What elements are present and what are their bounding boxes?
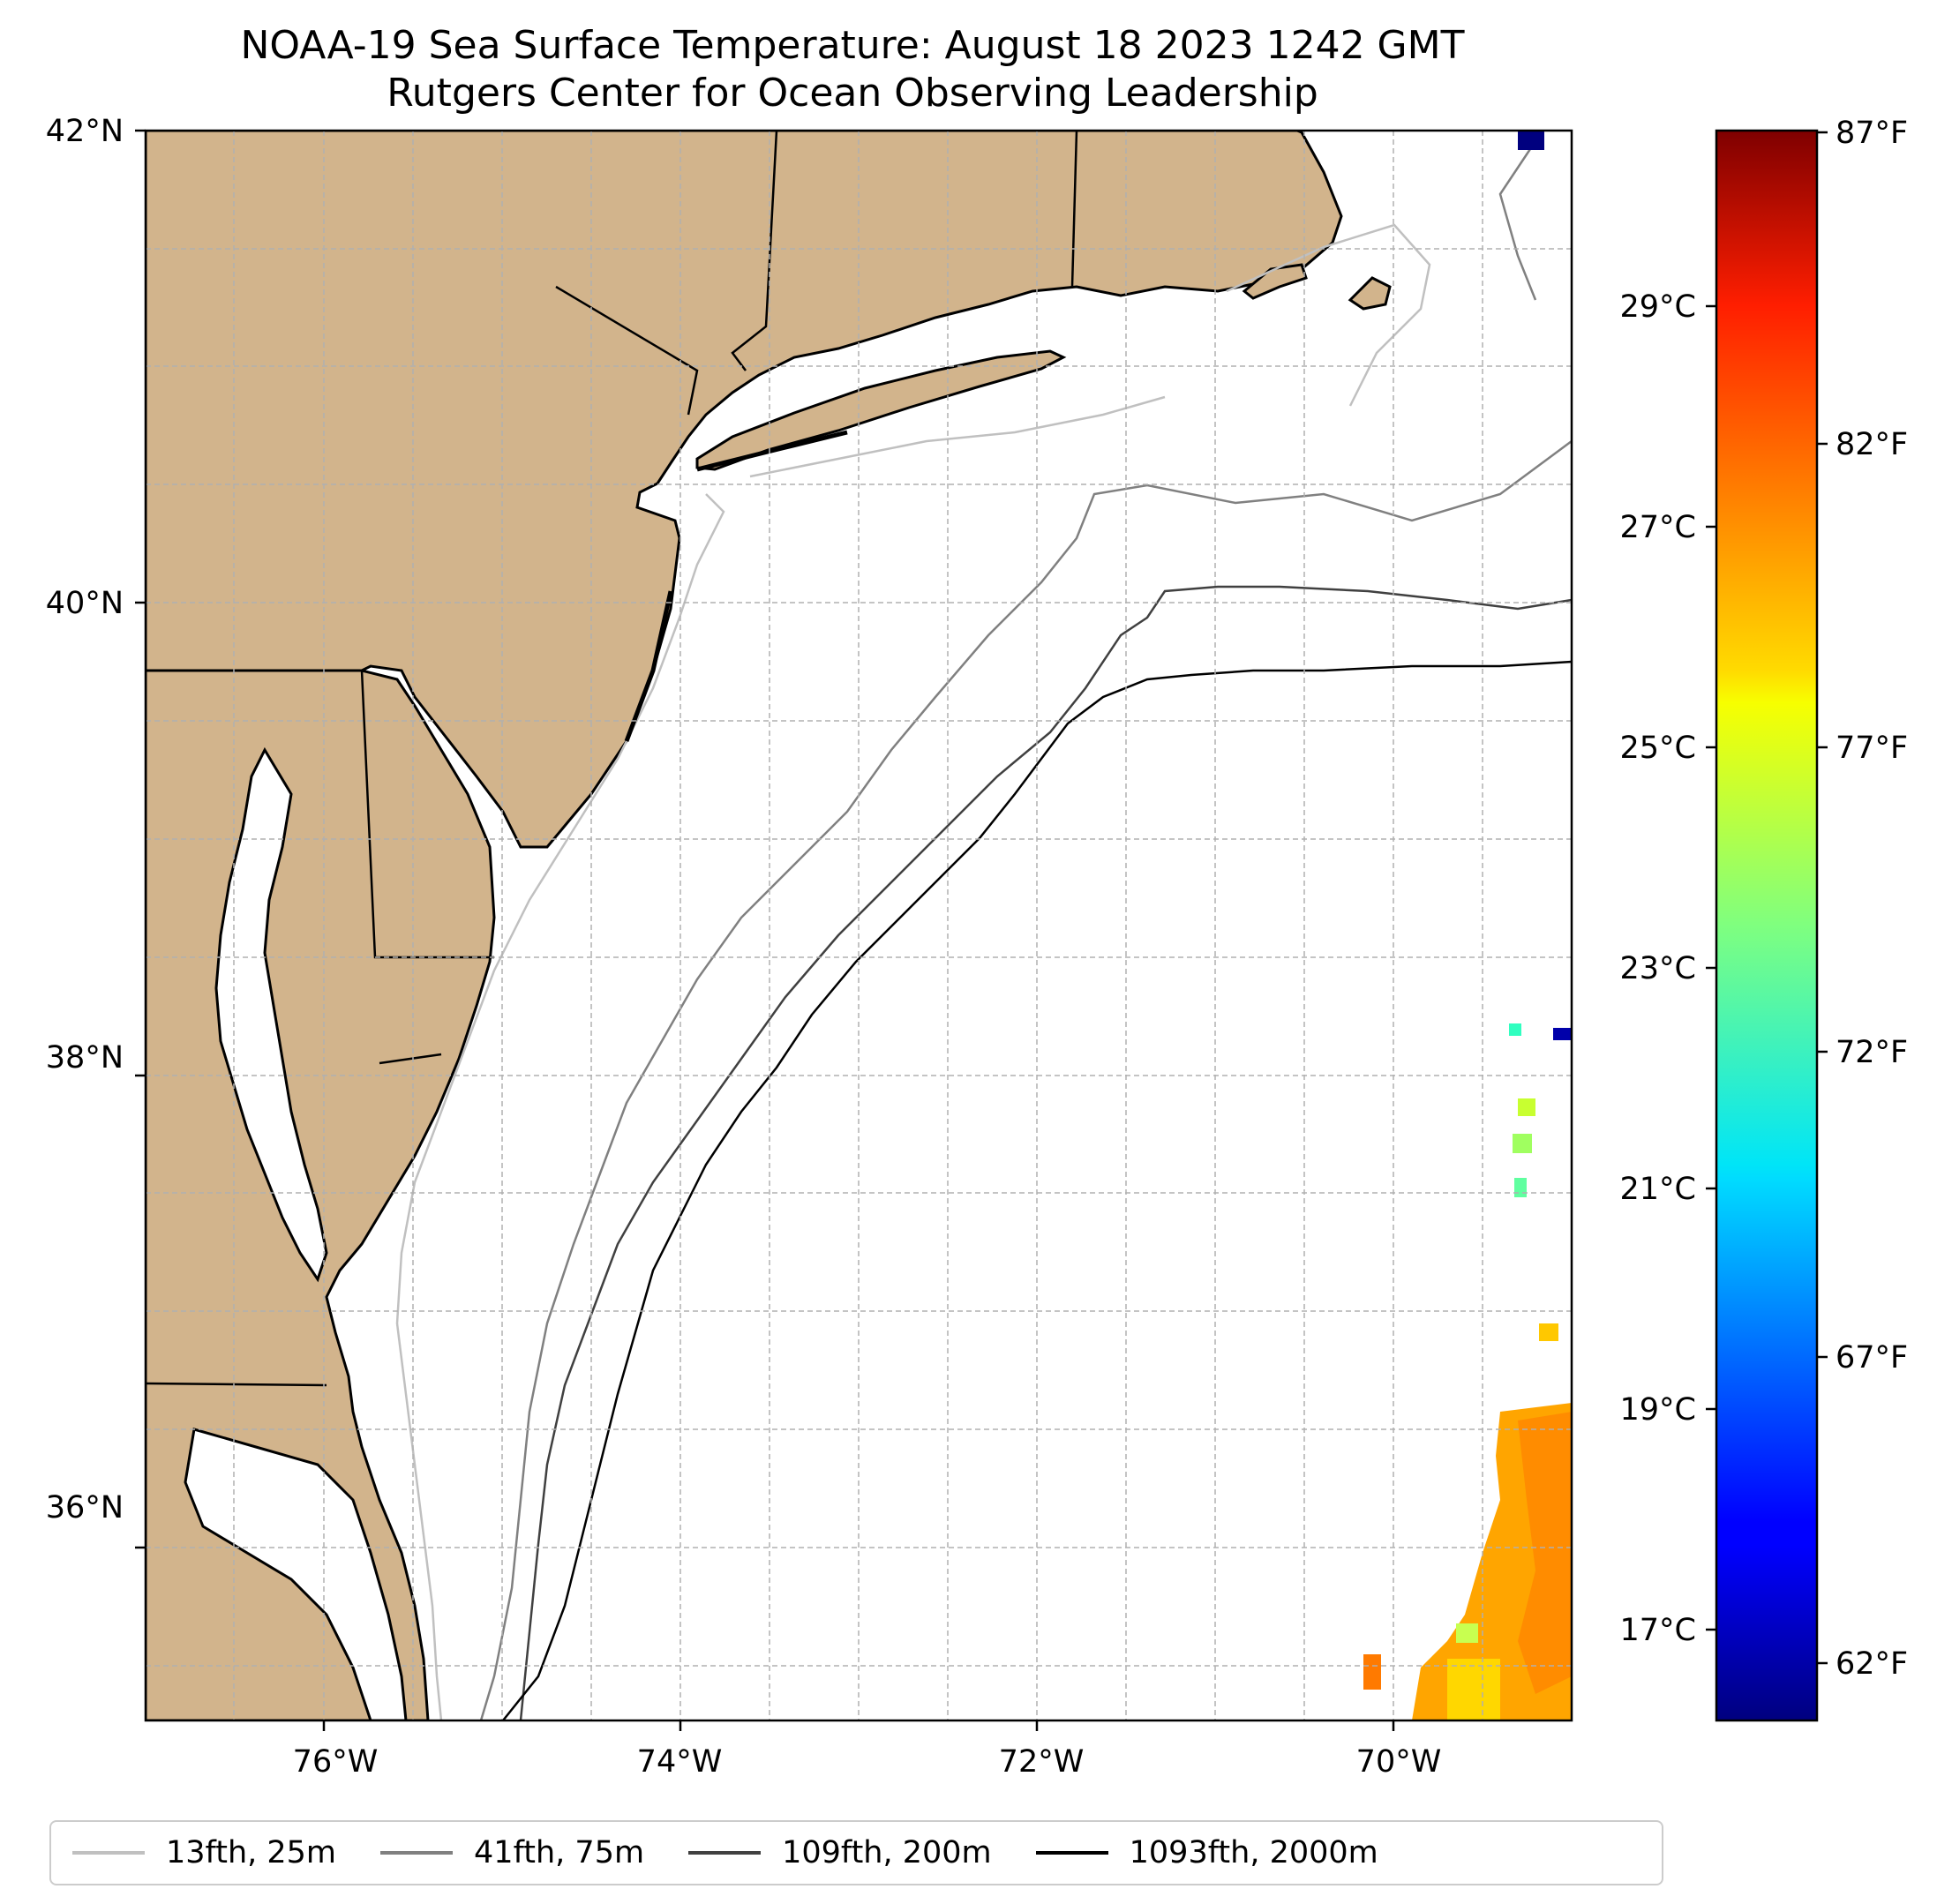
legend-label-200m: 109fth, 200m xyxy=(782,1835,992,1870)
chesapeake-bay xyxy=(214,746,328,1283)
legend-label-75m: 41fth, 75m xyxy=(474,1835,645,1870)
colorbar-f-72: 72°F xyxy=(1836,1035,1908,1070)
legend-item-75m: 41fth, 75m xyxy=(380,1835,644,1870)
lat-tick-38n: 38°N xyxy=(46,1040,124,1076)
colorbar-f-62: 62°F xyxy=(1836,1646,1908,1682)
colorbar-c-17: 17°C xyxy=(1620,1613,1696,1648)
colorbar-c-19: 19°C xyxy=(1620,1392,1696,1428)
legend-item-25m: 13fth, 25m xyxy=(72,1835,336,1870)
land-marthas-vineyard xyxy=(1242,263,1308,300)
lat-tick-42n: 42°N xyxy=(46,114,124,149)
colorbar-c-27: 27°C xyxy=(1620,510,1696,545)
barrier-islands xyxy=(624,430,848,742)
legend-item-200m: 109fth, 200m xyxy=(688,1835,992,1870)
map-subtitle: Rutgers Center for Ocean Observing Leade… xyxy=(387,71,1318,116)
isobath-200m xyxy=(519,585,1572,1720)
lat-tick-36n: 36°N xyxy=(46,1490,124,1525)
colorbar-f-82: 82°F xyxy=(1836,427,1908,462)
lon-tick-74w: 74°W xyxy=(637,1744,723,1780)
map-frame xyxy=(144,129,1573,1722)
axis-ticks xyxy=(135,129,1395,1731)
isobath-25m xyxy=(395,223,1431,1720)
isobath-75m xyxy=(479,140,1572,1720)
pamlico-sound xyxy=(184,1428,408,1720)
legend-item-2000m: 1093fth, 2000m xyxy=(1035,1835,1378,1870)
colorbar-f-77: 77°F xyxy=(1836,731,1908,766)
land-nantucket xyxy=(1348,276,1392,311)
colorbar-ticks xyxy=(1706,131,1828,1665)
colorbar-c-29: 29°C xyxy=(1620,289,1696,325)
legend-swatch-25m xyxy=(72,1851,145,1855)
colorbar-c-21: 21°C xyxy=(1620,1172,1696,1207)
colorbar-c-23: 23°C xyxy=(1620,951,1696,986)
legend-swatch-200m xyxy=(688,1851,762,1855)
lon-tick-72w: 72°W xyxy=(999,1744,1085,1780)
state-borders xyxy=(146,131,1078,1387)
colorbar-f-87: 87°F xyxy=(1836,116,1908,151)
colorbar xyxy=(1715,129,1819,1722)
colorbar-c-25: 25°C xyxy=(1620,731,1696,766)
legend-label-25m: 13fth, 25m xyxy=(166,1835,337,1870)
legend-label-2000m: 1093fth, 2000m xyxy=(1129,1835,1378,1870)
legend-swatch-2000m xyxy=(1035,1851,1108,1855)
sst-patches xyxy=(1363,131,1572,1720)
lon-tick-76w: 76°W xyxy=(293,1744,379,1780)
map-title: NOAA-19 Sea Surface Temperature: August … xyxy=(240,23,1465,68)
grid-lines xyxy=(146,131,1572,1720)
colorbar-f-67: 67°F xyxy=(1836,1340,1908,1376)
legend-swatch-75m xyxy=(380,1851,454,1855)
lon-tick-70w: 70°W xyxy=(1356,1744,1442,1780)
contour-legend: 13fth, 25m 41fth, 75m 109fth, 200m 1093f… xyxy=(49,1820,1663,1885)
sst-map: 76°W 74°W 72°W 70°W 42°N 40°N 38°N 36°N … xyxy=(46,114,1908,1780)
lat-tick-40n: 40°N xyxy=(46,586,124,621)
